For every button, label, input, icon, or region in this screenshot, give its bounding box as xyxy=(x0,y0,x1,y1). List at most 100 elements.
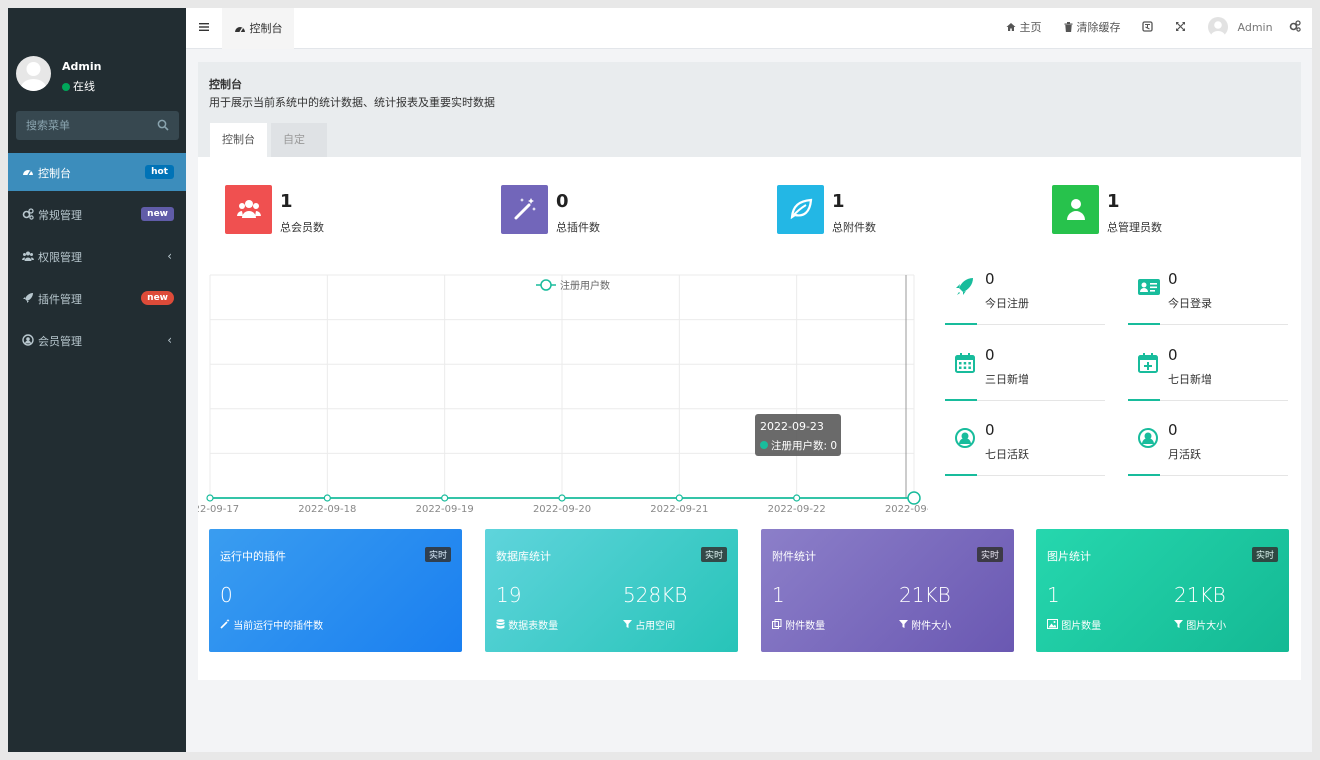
stat-icon-box xyxy=(225,185,272,234)
sidebar-menu: 控制台 hot 常规管理 new 权限管理 ‹ 插件管理 new 会员管理 xyxy=(8,153,186,363)
stat-label: 总会员数 xyxy=(280,221,324,234)
tab-custom[interactable]: 自定义 xyxy=(271,123,327,180)
home-label: 主页 xyxy=(1019,21,1042,34)
tooltip-box xyxy=(755,414,841,456)
x-tick-label: 2022-09-20 xyxy=(533,504,591,512)
online-dot-icon xyxy=(62,83,70,91)
user-menu[interactable]: Admin xyxy=(1208,8,1273,48)
clear-cache-label: 清除缓存 xyxy=(1076,21,1121,34)
panel-label-text: 图片大小 xyxy=(1186,621,1227,632)
page-title: 控制台 xyxy=(209,78,242,91)
search-icon[interactable] xyxy=(157,119,169,131)
avatar-small-icon xyxy=(1208,17,1228,41)
panel-title: 运行中的插件 xyxy=(220,550,286,563)
language-button[interactable] xyxy=(1142,8,1153,48)
panel-label-secondary: 占用空间 xyxy=(623,617,675,632)
stat-label: 总附件数 xyxy=(832,221,876,234)
menu-toggle-button[interactable] xyxy=(199,8,213,48)
data-point[interactable] xyxy=(206,494,214,502)
avatar[interactable] xyxy=(16,56,51,91)
data-point[interactable] xyxy=(907,491,921,505)
page-header: 控制台 用于展示当前系统中的统计数据、统计报表及重要实时数据 控制台 自定义 xyxy=(198,62,1301,180)
panel-attachments: 附件统计 实时 1 21KB 附件数量 附件大小 xyxy=(761,529,1014,652)
panel-label-text: 图片数量 xyxy=(1061,621,1102,632)
sidebar-item-members[interactable]: 会员管理 ‹ xyxy=(8,321,186,359)
user-circle-icon xyxy=(1138,428,1158,448)
stat-members: 1 总会员数 xyxy=(225,185,455,235)
calendar-plus-icon xyxy=(1138,353,1158,373)
filter-icon xyxy=(623,620,632,628)
x-tick-label: 2022-09-17 xyxy=(198,504,239,512)
users-icon xyxy=(237,200,261,218)
panel-running-plugins: 运行中的插件 实时 0 当前运行中的插件数 xyxy=(209,529,462,652)
realtime-tag: 实时 xyxy=(700,547,727,562)
data-point[interactable] xyxy=(675,494,683,502)
hamburger-icon xyxy=(199,23,209,31)
calendar-icon xyxy=(955,353,975,373)
panel-value: 1 xyxy=(1047,583,1060,607)
top-navbar: 控制台 主页 清除缓存 Admin xyxy=(186,8,1312,49)
sidebar: Admin 在线 控制台 hot 常规管理 new 权限管理 ‹ xyxy=(8,8,186,752)
panel-label-secondary: 附件大小 xyxy=(899,617,951,632)
fullscreen-button[interactable] xyxy=(1175,8,1186,48)
magic-wand-icon xyxy=(220,619,230,629)
mini-stat-seven-day: 0 七日新增 xyxy=(1128,345,1288,401)
database-icon xyxy=(496,619,505,629)
sidebar-item-permissions[interactable]: 权限管理 ‹ xyxy=(8,237,186,275)
sidebar-item-general[interactable]: 常规管理 new xyxy=(8,195,186,233)
sidebar-item-plugins[interactable]: 插件管理 new xyxy=(8,279,186,317)
panel-images: 图片统计 实时 1 21KB 图片数量 图片大小 xyxy=(1036,529,1289,652)
mini-stat-label: 月活跃 xyxy=(1168,448,1201,461)
mini-stat-label: 七日活跃 xyxy=(985,448,1029,461)
realtime-tag: 实时 xyxy=(424,547,451,562)
mini-stat-label: 今日注册 xyxy=(985,297,1029,310)
stat-admins: 1 总管理员数 xyxy=(1052,185,1282,235)
data-point[interactable] xyxy=(793,494,801,502)
tab-dashboard-content[interactable]: 控制台 xyxy=(210,123,267,157)
data-point[interactable] xyxy=(558,494,566,502)
sidebar-item-dashboard[interactable]: 控制台 hot xyxy=(8,153,186,191)
mini-stat-value: 0 xyxy=(985,270,995,288)
stat-value: 1 xyxy=(280,191,293,212)
sidebar-item-label: 会员管理 xyxy=(38,335,82,348)
files-icon xyxy=(772,619,782,629)
mini-stat-label: 今日登录 xyxy=(1168,297,1212,310)
rocket-icon xyxy=(23,293,33,303)
home-link[interactable]: 主页 xyxy=(1006,8,1042,48)
data-point[interactable] xyxy=(323,494,331,502)
stat-label: 总管理员数 xyxy=(1107,221,1162,234)
language-icon xyxy=(1142,21,1153,32)
user-name: Admin xyxy=(62,60,102,73)
hot-badge: hot xyxy=(145,165,174,179)
cogs-icon xyxy=(22,208,34,220)
mini-stat-underline xyxy=(945,323,977,325)
header-username: Admin xyxy=(1237,21,1273,34)
dashboard-icon xyxy=(23,170,33,176)
clear-cache-button[interactable]: 清除缓存 xyxy=(1064,8,1121,48)
sidebar-item-label: 常规管理 xyxy=(38,209,82,222)
new-badge: new xyxy=(141,207,174,221)
settings-button[interactable] xyxy=(1289,8,1301,48)
magic-wand-icon xyxy=(514,198,536,220)
panel-label: 图片数量 xyxy=(1047,617,1101,632)
stat-label: 总插件数 xyxy=(556,221,600,234)
panel-value: 0 xyxy=(220,583,233,607)
sidebar-item-label: 插件管理 xyxy=(38,293,82,306)
stat-icon-box xyxy=(501,185,548,234)
panel-label-text: 占用空间 xyxy=(635,621,676,632)
panel-title: 数据库统计 xyxy=(496,550,551,563)
data-point[interactable] xyxy=(441,494,449,502)
panel-label-secondary: 图片大小 xyxy=(1174,617,1226,632)
tooltip-label: 注册用户数: 0 xyxy=(771,439,837,452)
stat-attachments: 1 总附件数 xyxy=(777,185,1007,235)
search-input[interactable] xyxy=(16,111,146,140)
line-chart[interactable]: 2022-09-17 2022-09-18 2022-09-19 2022-09-20… xyxy=(198,267,928,512)
mini-stat-today-login: 0 今日登录 xyxy=(1128,269,1288,325)
tab-label: 控制台 xyxy=(249,22,283,35)
panel-value-secondary: 21KB xyxy=(1174,583,1226,607)
home-icon xyxy=(1006,23,1016,31)
user-status-text: 在线 xyxy=(73,80,95,93)
panel-label-text: 附件大小 xyxy=(911,621,952,632)
tab-dashboard[interactable]: 控制台 xyxy=(222,8,294,49)
x-tick-label: 2022-09-23 xyxy=(885,504,928,512)
